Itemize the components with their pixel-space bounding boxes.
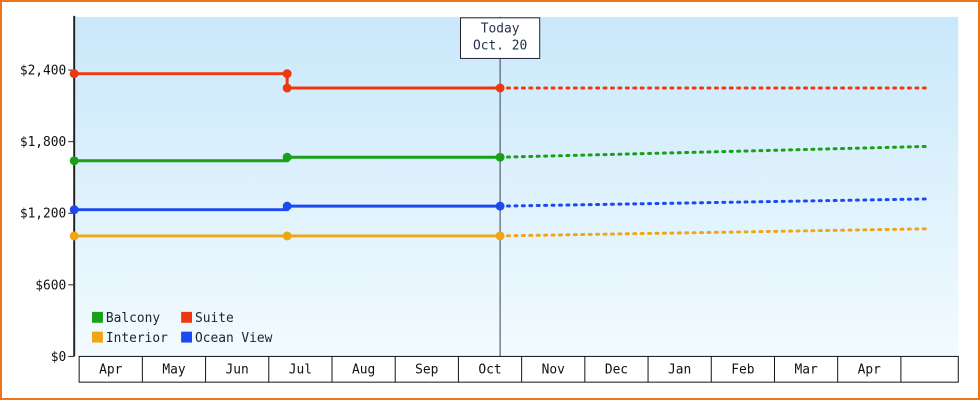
month-label-apr-12: Apr <box>858 363 881 378</box>
month-label-dec-8: Dec <box>605 363 628 378</box>
legend-swatch-balcony <box>92 311 103 323</box>
month-label-aug-4: Aug <box>352 363 375 378</box>
legend-label-balcony: Balcony <box>106 311 160 326</box>
y-tick-label: $600 <box>35 278 66 293</box>
today-label-box <box>460 17 541 59</box>
legend-label-suite: Suite <box>195 311 234 326</box>
series-ocean-view-marker <box>69 205 79 215</box>
legend-swatch-ocean-view <box>181 331 193 343</box>
month-label-jul-3: Jul <box>289 363 312 378</box>
series-suite-line <box>74 72 501 90</box>
series-interior-marker <box>282 231 292 241</box>
today-label-line1: Today <box>481 22 520 37</box>
month-label-mar-11: Mar <box>794 363 817 378</box>
series-suite-marker <box>69 69 79 79</box>
month-label-oct-6: Oct <box>478 363 501 378</box>
today-label-line2: Oct. 20 <box>473 39 527 54</box>
plot-area <box>75 16 959 357</box>
series-ocean-view-marker <box>495 201 505 211</box>
month-axis-row <box>78 355 959 383</box>
series-suite-marker <box>282 69 292 79</box>
month-label-may-1: May <box>162 363 185 378</box>
month-label-apr-0: Apr <box>99 363 122 378</box>
series-balcony-marker <box>69 156 79 166</box>
y-tick-label: $0 <box>51 350 66 365</box>
legend-label-interior: Interior <box>106 331 168 346</box>
month-label-jan-9: Jan <box>668 363 691 378</box>
series-balcony-marker <box>282 152 292 162</box>
y-tick-label: $1,800 <box>20 135 66 150</box>
series-balcony-marker <box>495 152 505 162</box>
series-interior-projection <box>498 227 928 238</box>
legend-label-ocean-view: Ocean View <box>195 331 273 346</box>
series-ocean-view-marker <box>282 201 292 211</box>
month-label-jun-2: Jun <box>226 363 249 378</box>
y-tick-label: $2,400 <box>20 64 66 79</box>
series-suite-marker <box>282 83 292 93</box>
month-label-nov-7: Nov <box>542 363 565 378</box>
month-label-feb-10: Feb <box>731 363 754 378</box>
series-interior-marker <box>69 231 79 241</box>
series-interior-marker <box>495 231 505 241</box>
month-label-sep-5: Sep <box>415 363 438 378</box>
series-ocean-view-projection <box>498 197 928 208</box>
legend-swatch-interior <box>92 331 103 343</box>
legend-swatch-suite <box>181 311 193 323</box>
series-suite-marker <box>495 83 505 93</box>
series-balcony-projection <box>498 144 928 159</box>
y-tick-label: $1,200 <box>20 207 66 222</box>
